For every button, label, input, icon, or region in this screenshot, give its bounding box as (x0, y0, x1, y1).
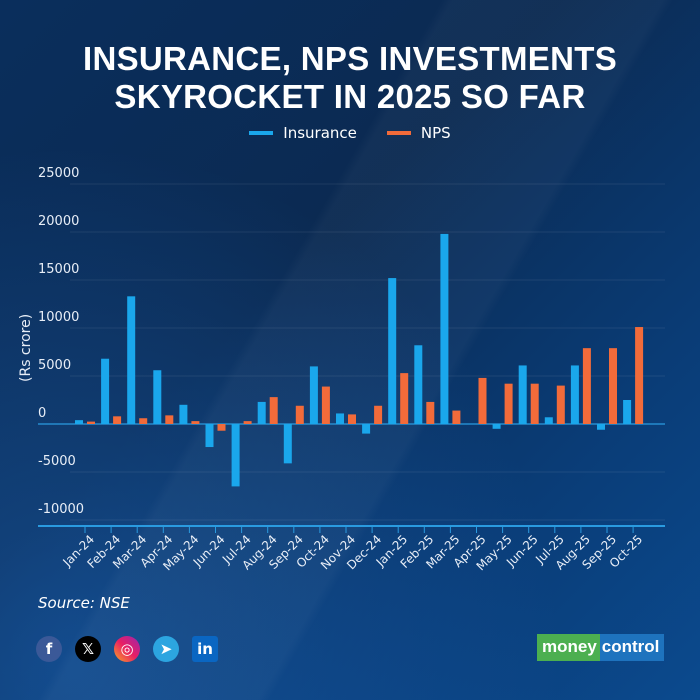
nps-bar (635, 327, 644, 424)
nps-bar (452, 410, 461, 424)
chart-title: INSURANCE, NPS INVESTMENTS SKYROCKET IN … (0, 40, 700, 116)
nps-bar (139, 418, 148, 424)
insurance-bar (309, 366, 318, 424)
x-icon[interactable]: 𝕏 (75, 636, 101, 662)
legend-insurance: Insurance (249, 124, 357, 142)
moneycontrol-logo: money control (537, 634, 665, 661)
y-tick-label: 15000 (38, 262, 79, 277)
legend-nps: NPS (386, 124, 451, 142)
nps-bar (321, 386, 330, 424)
insurance-bar (127, 296, 136, 424)
insurance-bar (101, 358, 110, 424)
legend: Insurance NPS (0, 124, 700, 142)
insurance-bar (153, 370, 162, 424)
nps-bar (374, 405, 383, 424)
nps-bar (582, 348, 591, 424)
insurance-bar (623, 400, 632, 424)
y-axis-label: (Rs crore) (18, 314, 34, 382)
insurance-bar (179, 404, 188, 424)
insurance-bar (257, 401, 266, 424)
insurance-bar (518, 365, 527, 424)
insurance-bar (362, 424, 371, 434)
y-tick-label: 0 (38, 406, 46, 421)
title-line-2: SKYROCKET IN 2025 SO FAR (114, 78, 586, 115)
nps-bar (426, 401, 435, 424)
nps-bar (504, 383, 513, 424)
nps-bar (165, 415, 174, 424)
nps-bar (191, 421, 200, 424)
insurance-bar (597, 424, 605, 430)
y-tick-label: 10000 (38, 310, 79, 325)
insurance-bar (570, 365, 579, 424)
nps-bar (295, 405, 304, 424)
insurance-bar (440, 233, 449, 424)
y-tick-label: -5000 (38, 454, 76, 469)
nps-bar (478, 377, 487, 424)
insurance-bar (414, 345, 423, 424)
insurance-swatch (249, 131, 274, 135)
nps-bar (348, 414, 356, 424)
insurance-bar (336, 413, 344, 424)
social-links: f 𝕏 ◎ ➤ in (36, 636, 218, 662)
instagram-icon[interactable]: ◎ (114, 636, 140, 662)
nps-bar (243, 421, 252, 424)
logo-part-control: control (599, 634, 665, 661)
nps-bar (113, 416, 122, 424)
nps-bar (400, 373, 409, 424)
insurance-bar (205, 424, 214, 448)
nps-bar (87, 421, 95, 424)
nps-bar (609, 348, 617, 424)
nps-bar (217, 424, 226, 431)
insurance-bar (544, 417, 553, 424)
telegram-icon[interactable]: ➤ (153, 636, 179, 662)
logo-part-money: money (537, 634, 600, 661)
title-line-1: INSURANCE, NPS INVESTMENTS (82, 40, 618, 77)
nps-bar (530, 383, 539, 424)
insurance-bar (283, 424, 292, 464)
nps-swatch (386, 131, 411, 135)
linkedin-icon[interactable]: in (192, 636, 218, 662)
insurance-bar (492, 424, 501, 429)
insurance-bar (75, 420, 83, 424)
nps-bar (556, 385, 565, 424)
y-tick-label: 5000 (38, 358, 71, 373)
y-tick-label: 25000 (38, 166, 79, 181)
legend-label: Insurance (283, 124, 357, 142)
facebook-icon[interactable]: f (36, 636, 62, 662)
insurance-bar (231, 424, 240, 487)
legend-label: NPS (420, 124, 451, 142)
insurance-bar (388, 278, 397, 424)
y-tick-label: -10000 (38, 502, 84, 517)
y-tick-label: 20000 (38, 214, 79, 229)
nps-bar (269, 397, 278, 424)
source-note: Source: NSE (38, 594, 130, 612)
